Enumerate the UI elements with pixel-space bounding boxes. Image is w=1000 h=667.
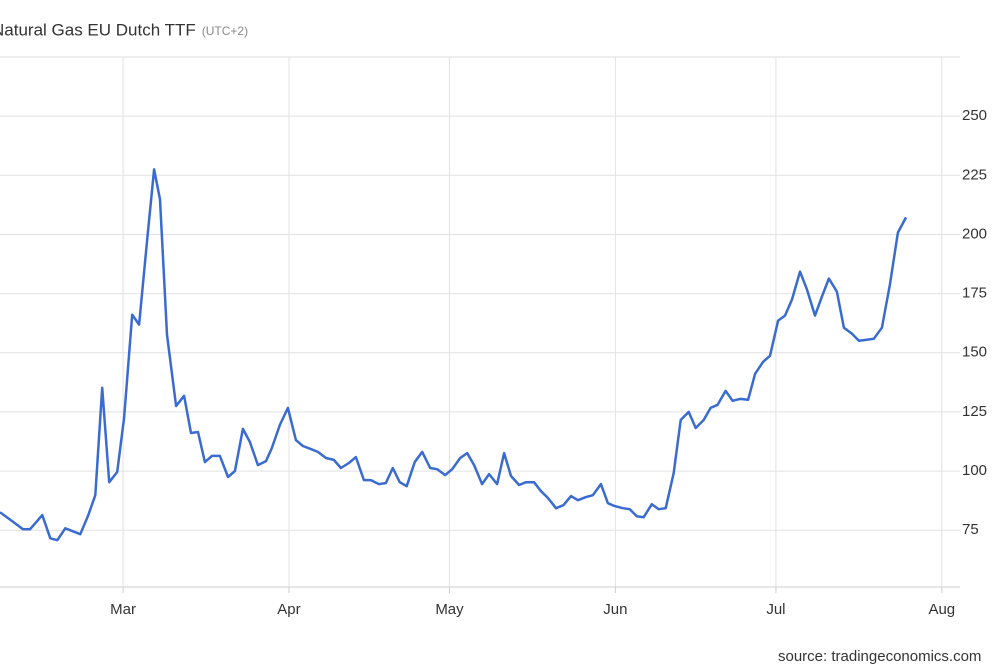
x-tick-label: Apr <box>277 601 300 618</box>
y-tick-label: 175 <box>962 285 987 302</box>
y-tick-label: 125 <box>962 403 987 420</box>
y-tick-label: 200 <box>962 225 987 242</box>
x-tick-label: Mar <box>110 601 136 618</box>
y-tick-label: 75 <box>962 521 979 538</box>
y-tick-label: 150 <box>962 344 987 361</box>
source-note: source: tradingeconomics.com <box>778 648 981 665</box>
data-line <box>0 168 908 542</box>
x-tick-label: Aug <box>928 601 955 618</box>
x-tick-label: May <box>435 601 464 618</box>
y-tick-label: 250 <box>962 107 987 124</box>
x-tick-label: Jun <box>603 601 627 618</box>
y-tick-label: 225 <box>962 166 987 183</box>
y-tick-label: 100 <box>962 462 987 479</box>
chart-title: Natural Gas EU Dutch TTF <box>0 20 196 39</box>
x-tick-label: Jul <box>766 601 785 618</box>
chart-subtitle: (UTC+2) <box>202 24 248 38</box>
